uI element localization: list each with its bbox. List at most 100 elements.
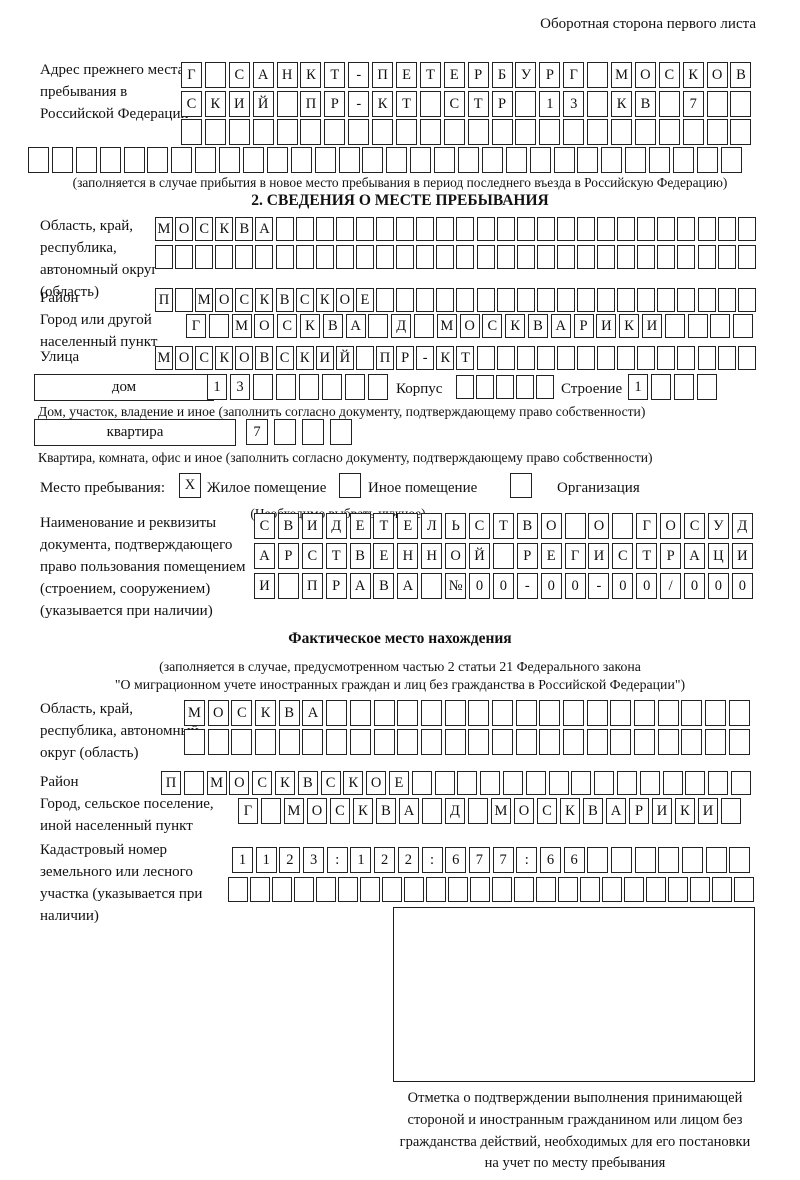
- char-cell: [685, 771, 706, 795]
- char-cell: [617, 288, 636, 312]
- char-cell: В: [527, 314, 548, 338]
- char-cell: [681, 729, 703, 755]
- char-cell: [677, 288, 696, 312]
- char-cell: [721, 798, 741, 824]
- char-cell: [536, 877, 556, 902]
- char-cell: [737, 217, 756, 241]
- char-cell: [616, 771, 637, 795]
- char-cell: [326, 729, 348, 755]
- char-cell: Е: [355, 288, 374, 312]
- char-cell: [708, 771, 729, 795]
- char-cell: :: [516, 847, 538, 873]
- char-cell: [277, 573, 299, 599]
- char-cell: К: [682, 62, 704, 88]
- char-cell: О: [660, 513, 682, 539]
- section2-heading: 2. СВЕДЕНИЯ О МЕСТЕ ПРЕБЫВАНИЯ: [251, 192, 549, 209]
- char-cell: 0: [564, 573, 586, 599]
- char-cell: [730, 119, 752, 145]
- char-cell: А: [302, 700, 324, 726]
- char-cell: Г: [636, 513, 658, 539]
- char-cell: [360, 877, 380, 902]
- char-cell: [376, 217, 395, 241]
- char-cell: [536, 288, 555, 312]
- char-cell: О: [175, 346, 194, 370]
- char-cell: У: [707, 513, 729, 539]
- char-cell: [717, 217, 736, 241]
- char-cell: [376, 288, 395, 312]
- char-cell: [586, 729, 608, 755]
- kadastr-label: Кадастровый номер земельного или лесного…: [40, 842, 203, 925]
- char-cell: [576, 288, 595, 312]
- char-cell: [492, 543, 514, 569]
- char-cell: Н: [421, 543, 443, 569]
- char-cell: А: [397, 573, 419, 599]
- char-cell: [272, 877, 292, 902]
- stamp-caption-line: на учет по месту пребывания: [484, 1155, 666, 1172]
- char-cell: [231, 729, 253, 755]
- char-cell: [637, 288, 656, 312]
- char-cell: [674, 374, 694, 400]
- char-cell: [99, 147, 121, 173]
- char-cell: [397, 729, 419, 755]
- char-cell: [658, 91, 680, 117]
- char-cell: Е: [373, 543, 395, 569]
- char-cell: [516, 346, 535, 370]
- char-cell: [349, 729, 371, 755]
- char-cell: [611, 847, 632, 873]
- char-cell: К: [343, 771, 364, 795]
- char-cell: Р: [491, 91, 513, 117]
- char-cell: [717, 245, 736, 269]
- char-cell: [516, 245, 535, 269]
- char-cell: С: [658, 62, 680, 88]
- stamp-box: [393, 907, 755, 1082]
- char-cell: 0: [612, 573, 634, 599]
- zhiloe-checkbox: X: [179, 473, 201, 498]
- char-cell: Р: [467, 62, 489, 88]
- char-cell: С: [195, 346, 214, 370]
- char-cell: К: [255, 288, 274, 312]
- char-cell: [505, 147, 527, 173]
- char-cell: [496, 346, 515, 370]
- char-cell: [338, 147, 360, 173]
- char-cell: [426, 877, 446, 902]
- char-cell: М: [155, 346, 173, 370]
- char-cell: Т: [324, 62, 346, 88]
- oblast-label: Область, край, республика, автономный ок…: [40, 218, 158, 301]
- prev-address-label: Адрес прежнего места пребывания в Россий…: [40, 62, 189, 123]
- char-cell: [563, 119, 585, 145]
- char-cell: [276, 374, 296, 400]
- char-cell: С: [254, 513, 275, 539]
- stamp-caption: Отметка о подтверждении выполнения прини…: [385, 1088, 765, 1175]
- char-cell: В: [583, 798, 603, 824]
- char-cell: [657, 288, 676, 312]
- char-cell: [737, 245, 756, 269]
- char-cell: [255, 245, 274, 269]
- char-cell: [597, 245, 616, 269]
- char-cell: К: [675, 798, 695, 824]
- char-cell: [276, 119, 298, 145]
- char-cell: [410, 147, 432, 173]
- char-cell: [335, 245, 354, 269]
- char-cell: [491, 729, 513, 755]
- char-cell: [587, 62, 609, 88]
- char-cell: В: [516, 513, 538, 539]
- char-cell: К: [619, 314, 640, 338]
- char-cell: С: [612, 543, 634, 569]
- char-cell: [416, 288, 435, 312]
- char-cell: [243, 147, 265, 173]
- char-cell: [294, 877, 314, 902]
- char-cell: [690, 877, 710, 902]
- char-cell: С: [181, 91, 202, 117]
- char-cell: Е: [397, 513, 419, 539]
- stamp-caption-line: гражданства действий, необходимых для ег…: [399, 1133, 751, 1150]
- char-cell: [456, 288, 475, 312]
- char-cell: П: [376, 346, 395, 370]
- char-cell: [587, 847, 609, 873]
- char-cell: М: [284, 798, 304, 824]
- char-cell: [322, 374, 342, 400]
- char-cell: [468, 700, 490, 726]
- oblast-row-2: [155, 245, 758, 269]
- char-cell: Й: [252, 91, 274, 117]
